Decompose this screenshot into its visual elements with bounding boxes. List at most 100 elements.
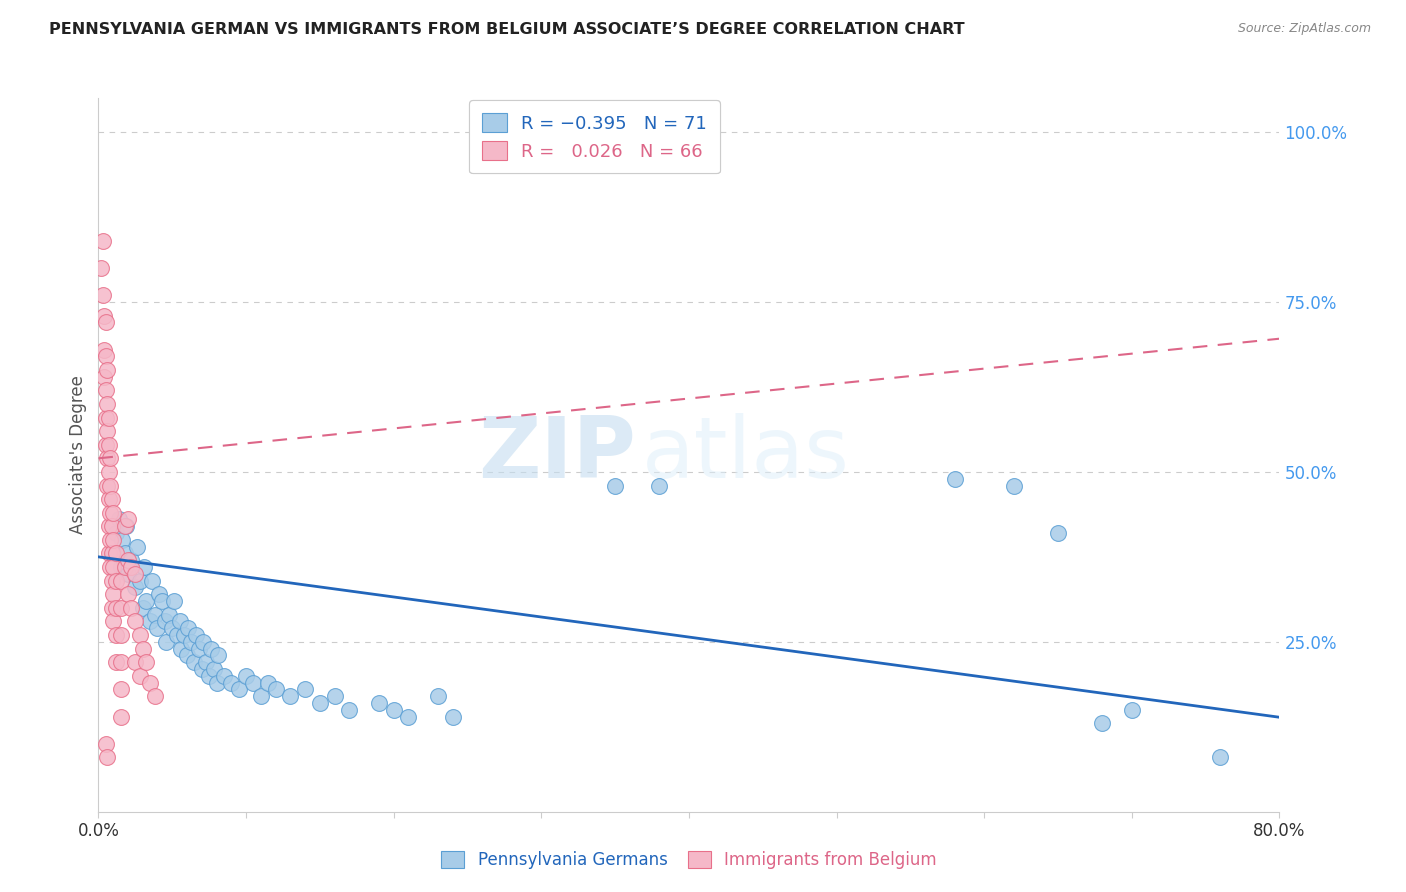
Point (166, 628, 188, 642)
Point (1121, 703, 1143, 717)
Point (427, 689, 450, 703)
Point (97, 410, 120, 425)
Point (110, 600, 132, 615)
Point (94, 410, 117, 425)
Point (124, 615, 146, 629)
Point (94, 350, 117, 364)
Point (105, 546, 128, 560)
Point (139, 615, 162, 629)
Point (97, 546, 120, 560)
Point (169, 615, 191, 629)
Point (114, 560, 136, 574)
Point (117, 553, 139, 567)
Point (110, 628, 132, 642)
Point (339, 703, 360, 717)
Point (103, 546, 125, 560)
Point (91, 288, 114, 302)
Point (98, 533, 121, 547)
Point (93, 309, 115, 323)
Point (100, 492, 122, 507)
Legend: Pennsylvania Germans, Immigrants from Belgium: Pennsylvania Germans, Immigrants from Be… (432, 841, 946, 880)
Point (605, 478, 627, 492)
Point (195, 655, 218, 669)
Point (124, 581, 146, 595)
Point (105, 628, 128, 642)
Point (115, 519, 138, 533)
Point (120, 553, 142, 567)
Point (187, 641, 209, 656)
Point (103, 560, 125, 574)
Point (1002, 478, 1025, 492)
Point (110, 709, 132, 723)
Point (155, 635, 177, 649)
Point (163, 594, 186, 608)
Point (198, 669, 221, 683)
Point (396, 709, 419, 723)
Point (117, 512, 139, 526)
Point (128, 669, 150, 683)
Text: PENNSYLVANIA GERMAN VS IMMIGRANTS FROM BELGIUM ASSOCIATE’S DEGREE CORRELATION CH: PENNSYLVANIA GERMAN VS IMMIGRANTS FROM B… (49, 22, 965, 37)
Point (97, 438, 120, 452)
Point (134, 560, 156, 574)
Point (110, 574, 132, 588)
Point (191, 662, 214, 676)
Point (97, 492, 120, 507)
Point (96, 424, 118, 438)
Point (110, 655, 132, 669)
Point (193, 635, 215, 649)
Point (103, 506, 125, 520)
Point (94, 384, 117, 398)
Point (368, 696, 391, 710)
Point (207, 648, 229, 663)
Point (97, 465, 120, 479)
Point (143, 607, 166, 622)
Legend: R = −0.395   N = 71, R =   0.026   N = 66: R = −0.395 N = 71, R = 0.026 N = 66 (470, 100, 720, 173)
Point (94, 315, 117, 329)
Point (111, 533, 134, 547)
Point (100, 600, 122, 615)
Point (242, 675, 264, 690)
Point (150, 594, 173, 608)
Point (120, 560, 142, 574)
Point (177, 621, 200, 635)
Point (228, 682, 250, 697)
Point (98, 506, 121, 520)
Point (90, 260, 112, 275)
Point (100, 574, 122, 588)
Point (162, 621, 183, 635)
Point (943, 472, 966, 486)
Point (1091, 716, 1114, 731)
Point (173, 628, 195, 642)
Point (96, 397, 118, 411)
Point (180, 635, 202, 649)
Point (132, 600, 155, 615)
Point (202, 662, 225, 676)
Point (96, 478, 118, 492)
Point (148, 587, 170, 601)
Point (93, 369, 115, 384)
Point (143, 689, 166, 703)
Point (98, 560, 121, 574)
Point (1046, 526, 1069, 541)
Point (98, 451, 121, 466)
Text: ZIP: ZIP (478, 413, 636, 497)
Point (108, 512, 131, 526)
Point (176, 648, 198, 663)
Point (100, 546, 122, 560)
Point (128, 574, 150, 588)
Point (153, 615, 176, 629)
Point (309, 696, 332, 710)
Point (135, 594, 157, 608)
Point (117, 566, 139, 581)
Point (221, 675, 243, 690)
Point (120, 600, 142, 615)
Point (294, 682, 316, 697)
Point (250, 689, 273, 703)
Point (1209, 750, 1232, 764)
Point (128, 628, 150, 642)
Point (100, 519, 122, 533)
Point (212, 669, 235, 683)
Point (105, 574, 128, 588)
Point (139, 675, 162, 690)
Point (96, 363, 118, 377)
